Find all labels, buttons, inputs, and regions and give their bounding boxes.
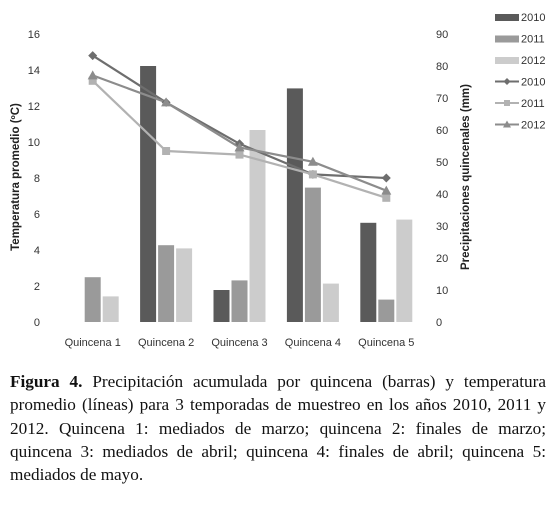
legend-label-bar-2010: 2010 [521, 12, 545, 24]
bar-2011-q4 [304, 187, 321, 322]
legend-swatch-bar-2010 [495, 14, 519, 21]
y-left-tick-label: 2 [34, 281, 40, 293]
legend-swatch-bar-2012 [495, 57, 519, 64]
figure-caption: Figura 4. Precipitación acumulada por qu… [10, 370, 546, 486]
point-2011-q2 [162, 147, 171, 155]
bar-2011-q5 [378, 299, 395, 322]
y-right-axis-title: Precipitaciones quincenales (mm) [460, 84, 472, 270]
y-left-tick-label: 10 [28, 137, 40, 149]
point-2011-q4 [308, 170, 317, 179]
point-2012-q3 [234, 142, 245, 152]
caption-label: Figura 4. [10, 372, 83, 391]
y-left-tick-label: 8 [34, 173, 40, 185]
bar-2010-q5 [360, 222, 377, 322]
bar-2010-q3 [213, 290, 230, 322]
y-right-tick-label: 20 [436, 253, 448, 265]
y-left-tick-label: 16 [28, 29, 40, 41]
y-right-tick-label: 30 [436, 221, 448, 233]
legend-label-line-2010: 2010 [521, 77, 545, 89]
legend-marker-2011 [504, 100, 510, 106]
legend-marker-2010 [503, 78, 511, 85]
bar-2012-q1 [102, 296, 119, 322]
legend-label-line-2012: 2012 [521, 120, 545, 132]
line-2012 [92, 74, 387, 192]
legend-label-line-2011: 2011 [521, 98, 545, 110]
bar-2012-q3 [249, 130, 266, 322]
y-left-axis-title: Temperatura promedio (ºC) [10, 103, 22, 251]
bar-2012-q2 [176, 248, 193, 322]
bar-2012-q4 [322, 283, 339, 322]
point-2012-q2 [161, 97, 172, 107]
caption-text: Precipitación acumulada por quincena (ba… [10, 372, 546, 485]
y-left-tick-label: 14 [28, 65, 40, 77]
bar-2011-q3 [231, 280, 248, 322]
y-right-tick-label: 60 [436, 125, 448, 137]
point-2012-q5 [381, 185, 392, 195]
line-2011 [91, 80, 387, 199]
point-2010-q5 [381, 173, 391, 183]
y-left-tick-label: 6 [34, 209, 40, 221]
line-2010 [92, 54, 387, 180]
x-tick-label: Quincena 2 [138, 337, 194, 349]
x-tick-label: Quincena 3 [211, 337, 267, 349]
point-2011-q5 [382, 193, 391, 202]
x-tick-label: Quincena 4 [285, 337, 341, 349]
x-tick-label: Quincena 1 [65, 337, 121, 349]
chart: Temperatura promedio (ºC) Precipitacione… [10, 12, 545, 349]
bar-2010-q2 [140, 66, 157, 322]
legend-label-bar-2011: 2011 [521, 34, 545, 46]
bar-2011-q2 [158, 245, 175, 322]
y-left-tick-label: 4 [34, 245, 40, 257]
point-2012-q4 [307, 156, 318, 166]
y-right-tick-label: 40 [436, 189, 448, 201]
bar-2011-q1 [84, 277, 101, 322]
point-2010-q1 [88, 51, 98, 61]
y-right-tick-label: 10 [436, 285, 448, 297]
bar-2012-q5 [396, 219, 413, 322]
y-right-tick-label: 80 [436, 61, 448, 73]
point-2011-q3 [235, 150, 244, 159]
point-2012-q1 [87, 70, 98, 80]
legend-label-bar-2012: 2012 [521, 55, 545, 67]
y-left-tick-label: 12 [28, 101, 40, 113]
y-right-tick-label: 90 [436, 29, 448, 41]
y-left-tick-label: 0 [34, 317, 40, 329]
y-right-tick-label: 0 [436, 317, 442, 329]
point-2011-q1 [88, 76, 97, 85]
y-right-tick-label: 50 [436, 157, 448, 169]
y-right-tick-label: 70 [436, 93, 448, 105]
legend-marker-2012 [503, 120, 511, 128]
legend-swatch-bar-2011 [495, 35, 519, 43]
bar-2010-q4 [286, 88, 303, 323]
x-tick-label: Quincena 5 [358, 337, 414, 349]
